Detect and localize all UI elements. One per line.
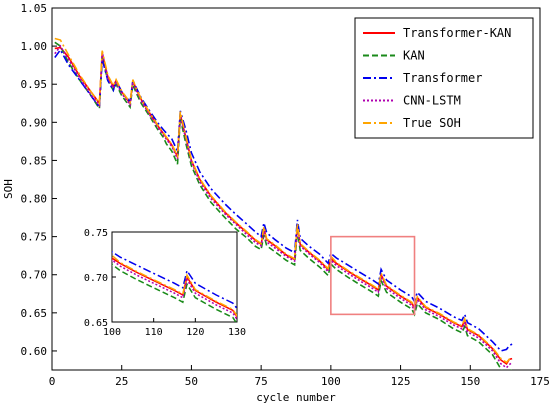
inset-series-line-cnn-lstm	[112, 258, 237, 321]
y-tick-label: 0.95	[21, 78, 48, 91]
legend-label: Transformer	[403, 71, 482, 85]
plot-frame	[51, 7, 541, 371]
inset-series-line-transformer	[112, 250, 237, 310]
series-line-cnn-lstm	[54, 44, 513, 369]
y-tick-label: 0.75	[21, 231, 48, 244]
legend-label: CNN-LSTM	[403, 94, 461, 108]
y-tick-label: 0.65	[21, 307, 48, 320]
y-tick-label: 0.90	[21, 116, 48, 129]
x-axis-label: cycle number	[256, 391, 336, 404]
x-tick-label: 50	[185, 375, 198, 388]
inset-x-tick-label: 130	[228, 327, 246, 338]
inset-plot: 100 110 120 130 0.65 0.70 0.75	[84, 228, 246, 338]
y-axis-label: SOH	[2, 179, 15, 199]
inset-y-tick-label: 0.65	[84, 318, 108, 329]
y-tick-label: 0.80	[21, 193, 48, 206]
inset-x-tick-label: 100	[103, 327, 121, 338]
x-tick-label: 150	[460, 375, 480, 388]
inset-x-tick-label: 110	[145, 327, 163, 338]
main-plot: 0 25 50 75 100 125 150 175 0.60 0.65 0.70 0.75 0.80 0…	[21, 2, 550, 388]
x-tick-label: 0	[49, 375, 56, 388]
x-tick-label: 75	[255, 375, 268, 388]
x-tick-label: 25	[115, 375, 128, 388]
inset-x-tick-label: 120	[186, 327, 204, 338]
inset-y-tick-label: 0.75	[84, 228, 108, 239]
legend-label: Transformer-KAN	[403, 26, 511, 40]
series-line-true-soh	[54, 37, 513, 364]
legend: Transformer-KAN KAN Transformer CNN-LSTM Tru…	[354, 17, 534, 139]
legend-label: KAN	[403, 49, 425, 63]
inset-y-tick-label: 0.70	[84, 273, 108, 284]
x-tick-label: 175	[530, 375, 550, 388]
y-tick-label: 1.05	[21, 2, 48, 15]
y-tick-label: 0.60	[21, 345, 48, 358]
x-tick-label: 100	[321, 375, 341, 388]
inset-series-line-kan	[112, 263, 237, 322]
y-tick-label: 0.85	[21, 154, 48, 167]
zoom-highlight-box	[330, 235, 416, 316]
y-tick-label: 1.00	[21, 40, 48, 53]
x-tick-label: 125	[391, 375, 411, 388]
legend-label: True SOH	[403, 116, 461, 130]
y-tick-label: 0.70	[21, 269, 48, 282]
